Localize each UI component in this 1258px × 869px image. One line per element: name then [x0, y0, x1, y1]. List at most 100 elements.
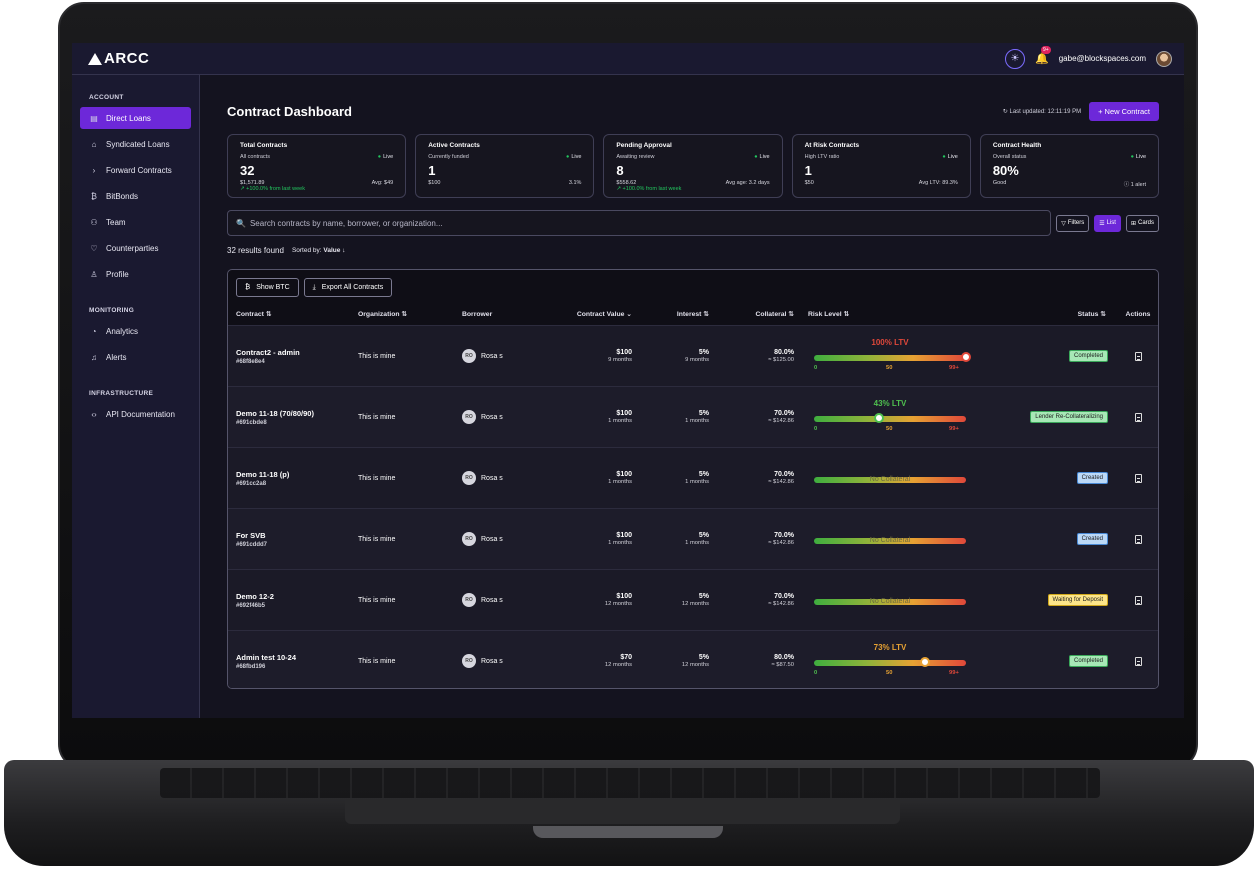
- status-badge: Created: [1076, 472, 1108, 484]
- stat-card[interactable]: At Risk Contracts High LTV ratio Live 1 $50 A…: [791, 134, 971, 198]
- collateral-cell: 70.0% ≈ $142.86: [723, 532, 808, 546]
- sidebar-section-title: ACCOUNT: [89, 94, 124, 101]
- column-header[interactable]: Collateral ⇅: [755, 311, 794, 318]
- view-document-icon[interactable]: [1134, 412, 1142, 422]
- contract-name[interactable]: Contract2 - admin: [236, 347, 300, 357]
- column-header[interactable]: Organization ⇅: [358, 311, 408, 318]
- stat-card[interactable]: Active Contracts Currently funded Live 1 $10…: [415, 134, 595, 198]
- view-document-icon[interactable]: [1134, 473, 1142, 483]
- column-header[interactable]: Borrower: [462, 310, 493, 318]
- show-btc-button[interactable]: ₿ Show BTC: [236, 278, 299, 297]
- sidebar-item-syndicated-loans[interactable]: ⌂ Syndicated Loans: [80, 133, 191, 155]
- document-icon: ▤: [90, 113, 98, 123]
- contract-id: #691cc2a8: [236, 480, 267, 487]
- grid-icon: ⊞: [1130, 220, 1136, 227]
- column-header[interactable]: Actions: [1125, 310, 1151, 318]
- user-email[interactable]: gabe@blockspaces.com: [1058, 54, 1146, 63]
- stat-card[interactable]: Pending Approval Awaiting review Live 8 $558…: [603, 134, 783, 198]
- contract-name[interactable]: Demo 11-18 (p): [236, 469, 290, 479]
- interest-term: 12 months: [681, 601, 709, 607]
- cards-view-button[interactable]: ⊞ Cards: [1125, 214, 1159, 232]
- risk-bar: [814, 416, 966, 422]
- sidebar-item-label: API Documentation: [106, 409, 175, 419]
- view-document-icon[interactable]: [1134, 595, 1142, 605]
- risk-bar: [814, 538, 966, 544]
- sidebar-item-analytics[interactable]: ◔ Analytics: [80, 320, 191, 342]
- stat-foot-left: $558.62: [616, 180, 637, 186]
- sidebar-item-counterparties[interactable]: ♡ Counterparties: [80, 237, 191, 259]
- table-row[interactable]: For SVB #691cddd7 This is mine RO Rosa s $100…: [228, 508, 1158, 569]
- notification-badge: 9+: [1041, 46, 1051, 54]
- pie-chart-icon: ◔: [91, 326, 97, 336]
- arcc-logo[interactable]: ARCC: [88, 50, 149, 67]
- sidebar-item-api-documentation[interactable]: ‹› API Documentation: [80, 403, 191, 425]
- contract-name[interactable]: For SVB: [236, 530, 266, 540]
- ltv-label: 73% LTV: [873, 643, 907, 652]
- search-input[interactable]: 🔍 Search contracts by name, borrower, or…: [227, 210, 1052, 236]
- contract-name[interactable]: Demo 12-2: [236, 591, 274, 601]
- borrower-avatar: RO: [462, 654, 476, 668]
- status-badge: Waiting for Deposit: [1047, 594, 1108, 606]
- sidebar-item-alerts[interactable]: ♫ Alerts: [80, 346, 191, 368]
- stat-foot-left: $1,571.89: [240, 180, 265, 186]
- contract-term: 12 months: [604, 662, 632, 668]
- new-contract-button[interactable]: + New Contract: [1089, 102, 1159, 121]
- stat-card[interactable]: Total Contracts All contracts Live 32 $1,571…: [227, 134, 407, 198]
- theme-toggle-icon[interactable]: ☀: [1005, 48, 1026, 69]
- sidebar-item-bitbonds[interactable]: ₿ BitBonds: [80, 185, 191, 207]
- sidebar: ACCOUNT ▤ Direct Loans ⌂ Syndicated Loans › Fo…: [72, 75, 200, 718]
- main-content: Contract Dashboard ↻ Last updated: 12:11…: [200, 75, 1184, 718]
- table-row[interactable]: Demo 11-18 (70/80/90) #691cbde8 This is mi…: [228, 386, 1158, 447]
- contract-name[interactable]: Admin test 10-24: [236, 652, 297, 662]
- table-row[interactable]: Demo 12-2 #692f46b5 This is mine RO Rosa s $1…: [228, 569, 1158, 630]
- column-header[interactable]: Contract Value ⌄: [576, 311, 632, 318]
- sidebar-item-label: Analytics: [106, 326, 139, 336]
- stat-foot-left: $100: [428, 180, 441, 186]
- table-row[interactable]: Contract2 - admin #68f8e8e4 This is mine RO…: [228, 325, 1158, 386]
- no-collateral-label: No Collateral: [869, 476, 911, 483]
- stat-card[interactable]: Contract Health Overall status Live 80% Good…: [979, 134, 1160, 198]
- column-header[interactable]: Risk Level ⇅: [808, 311, 850, 318]
- ltv-marker: [919, 657, 930, 667]
- interest-rate: 5%: [698, 654, 709, 661]
- collateral-ratio: 70.0%: [774, 410, 794, 417]
- collateral-amount: ≈ $142.86: [768, 540, 794, 546]
- column-header[interactable]: Status ⇅: [1077, 311, 1106, 318]
- borrower-cell: RO Rosa s: [462, 532, 544, 546]
- sidebar-item-direct-loans[interactable]: ▤ Direct Loans: [80, 107, 191, 129]
- view-document-icon[interactable]: [1134, 656, 1142, 666]
- stat-value: 8: [616, 163, 624, 178]
- table-row[interactable]: Demo 11-18 (p) #691cc2a8 This is mine RO Ros…: [228, 447, 1158, 508]
- collateral-amount: ≈ $142.86: [768, 418, 794, 424]
- page-title: Contract Dashboard: [227, 104, 352, 119]
- contract-cell: Demo 12-2 #692f46b5: [236, 592, 358, 609]
- list-view-button[interactable]: ☰ List: [1094, 214, 1121, 232]
- user-icon: ♙: [90, 269, 98, 279]
- column-header[interactable]: Contract ⇅: [236, 311, 272, 318]
- user-avatar[interactable]: [1156, 50, 1172, 67]
- export-contracts-button[interactable]: ⤓ Export All Contracts: [303, 278, 393, 297]
- notifications-bell-icon[interactable]: 🔔 9+: [1035, 46, 1051, 65]
- borrower-cell: RO Rosa s: [462, 593, 544, 607]
- filters-button[interactable]: ▽ Filters: [1056, 214, 1090, 232]
- sidebar-item-label: Direct Loans: [106, 113, 151, 123]
- column-header[interactable]: Interest ⇅: [676, 311, 709, 318]
- contract-value: $70: [620, 654, 632, 661]
- sidebar-item-team[interactable]: ⚇ Team: [80, 211, 191, 233]
- list-label: List: [1106, 220, 1116, 226]
- stat-foot-right: Avg: $49: [371, 180, 394, 186]
- handshake-icon: ♡: [90, 243, 98, 253]
- sidebar-gap: [80, 289, 191, 303]
- table-row[interactable]: Admin test 10-24 #68fbd196 This is mine RO R…: [228, 630, 1158, 688]
- status-badge: Lender Re-Collateralizing: [1030, 411, 1108, 423]
- view-document-icon[interactable]: [1134, 351, 1142, 361]
- view-document-icon[interactable]: [1134, 534, 1142, 544]
- sidebar-item-profile[interactable]: ♙ Profile: [80, 263, 191, 285]
- bitcoin-icon: ₿: [245, 284, 251, 291]
- contract-name[interactable]: Demo 11-18 (70/80/90): [236, 408, 314, 418]
- stat-trend: ↗ +100.0% from last week: [616, 186, 682, 192]
- borrower-cell: RO Rosa s: [462, 654, 544, 668]
- sort-indicator[interactable]: Sorted by: Value ↓: [292, 247, 346, 255]
- sidebar-item-forward-contracts[interactable]: › Forward Contracts: [80, 159, 191, 181]
- ltv-marker: [874, 413, 885, 423]
